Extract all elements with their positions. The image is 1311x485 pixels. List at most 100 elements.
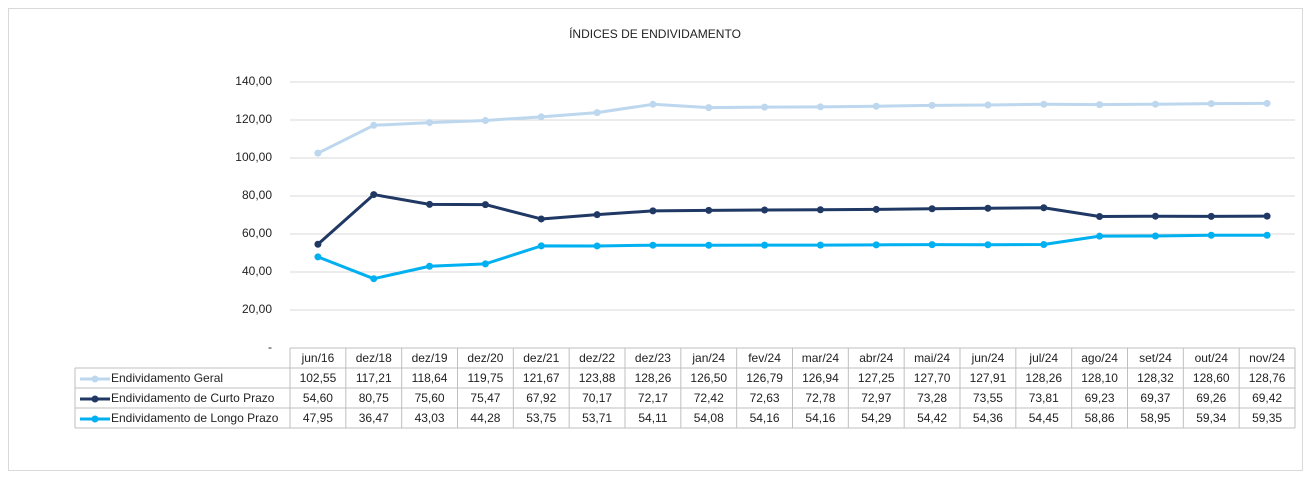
table-value: 119,75 — [468, 371, 504, 385]
table-value: 128,26 — [1025, 371, 1062, 385]
table-value: 72,42 — [694, 391, 724, 405]
table-value: 54,36 — [973, 411, 1003, 425]
point — [481, 260, 489, 268]
point — [593, 211, 601, 219]
table-value: 72,63 — [750, 391, 780, 405]
point — [1151, 100, 1159, 108]
chart-title: ÍNDICES DE ENDIVIDAMENTO — [569, 26, 741, 41]
y-tick-label: 60,00 — [242, 226, 272, 240]
point — [1040, 204, 1048, 212]
x-tick-label: dez/18 — [356, 351, 392, 365]
legend-label: Endividamento Geral — [111, 371, 223, 385]
table-value: 73,55 — [973, 391, 1003, 405]
legend-swatch — [91, 375, 99, 383]
table-value: 128,60 — [1193, 371, 1230, 385]
table-value: 75,47 — [470, 391, 500, 405]
table-value: 75,60 — [415, 391, 445, 405]
table-value: 126,50 — [690, 371, 727, 385]
table-value: 54,42 — [917, 411, 947, 425]
legend-label: Endividamento de Curto Prazo — [111, 391, 275, 405]
table-value: 54,29 — [861, 411, 891, 425]
point — [1263, 231, 1271, 239]
point — [537, 215, 545, 223]
table-value: 126,79 — [746, 371, 783, 385]
point — [761, 103, 769, 111]
point — [872, 241, 880, 249]
table-value: 58,86 — [1085, 411, 1115, 425]
legend-swatch — [91, 395, 99, 403]
point — [1096, 232, 1104, 240]
x-tick-label: dez/23 — [635, 351, 671, 365]
table-value: 118,64 — [412, 371, 448, 385]
table-value: 53,75 — [526, 411, 556, 425]
point — [314, 149, 322, 157]
table-value: 54,08 — [694, 411, 724, 425]
x-tick-label: mar/24 — [802, 351, 840, 365]
series-line — [317, 233, 1268, 281]
point — [537, 242, 545, 250]
table-value: 128,10 — [1081, 371, 1118, 385]
point — [649, 241, 657, 249]
table-value: 58,95 — [1140, 411, 1170, 425]
point — [816, 103, 824, 111]
table-value: 59,34 — [1196, 411, 1226, 425]
table-value: 69,23 — [1085, 391, 1115, 405]
point — [481, 116, 489, 124]
table-value: 69,42 — [1252, 391, 1282, 405]
table-value: 73,28 — [917, 391, 947, 405]
y-tick-label: 40,00 — [242, 264, 272, 278]
table-value: 72,17 — [638, 391, 668, 405]
y-tick-label: 120,00 — [235, 112, 272, 126]
x-tick-label: dez/20 — [467, 351, 503, 365]
table-value: 121,67 — [523, 371, 560, 385]
x-tick-label: abr/24 — [859, 351, 893, 365]
table-value: 128,32 — [1137, 371, 1174, 385]
point — [761, 241, 769, 249]
table-value: 67,92 — [526, 391, 556, 405]
point — [705, 241, 713, 249]
point — [370, 191, 378, 199]
point — [705, 206, 713, 214]
point — [928, 205, 936, 213]
point — [928, 101, 936, 109]
y-tick-label: 20,00 — [242, 302, 272, 316]
point — [426, 200, 434, 208]
table-value: 127,25 — [858, 371, 895, 385]
y-tick-label: 100,00 — [235, 150, 272, 164]
point — [1040, 100, 1048, 108]
table-value: 36,47 — [359, 411, 389, 425]
table-value: 54,11 — [638, 411, 667, 425]
table-value: 54,16 — [750, 411, 780, 425]
point — [1207, 100, 1215, 108]
point — [816, 206, 824, 214]
point — [426, 119, 434, 127]
point — [537, 113, 545, 121]
table-value: 54,16 — [805, 411, 835, 425]
point — [370, 275, 378, 283]
table-value: 54,45 — [1029, 411, 1059, 425]
table-value: 73,81 — [1029, 391, 1059, 405]
x-tick-label: jan/24 — [691, 351, 725, 365]
point — [1207, 212, 1215, 220]
x-tick-label: set/24 — [1139, 351, 1172, 365]
point — [816, 241, 824, 249]
x-tick-label: dez/21 — [523, 351, 559, 365]
point — [984, 101, 992, 109]
point — [314, 253, 322, 261]
point — [1207, 231, 1215, 239]
point — [649, 100, 657, 108]
table-value: 47,95 — [303, 411, 333, 425]
x-tick-label: ago/24 — [1081, 351, 1118, 365]
point — [1040, 241, 1048, 249]
x-tick-label: nov/24 — [1249, 351, 1285, 365]
x-tick-label: out/24 — [1195, 351, 1229, 365]
point — [872, 205, 880, 213]
point — [761, 206, 769, 214]
point — [593, 109, 601, 117]
table-value: 70,17 — [582, 391, 612, 405]
table-value: 69,26 — [1196, 391, 1226, 405]
point — [1096, 212, 1104, 220]
point — [649, 207, 657, 215]
point — [370, 121, 378, 129]
